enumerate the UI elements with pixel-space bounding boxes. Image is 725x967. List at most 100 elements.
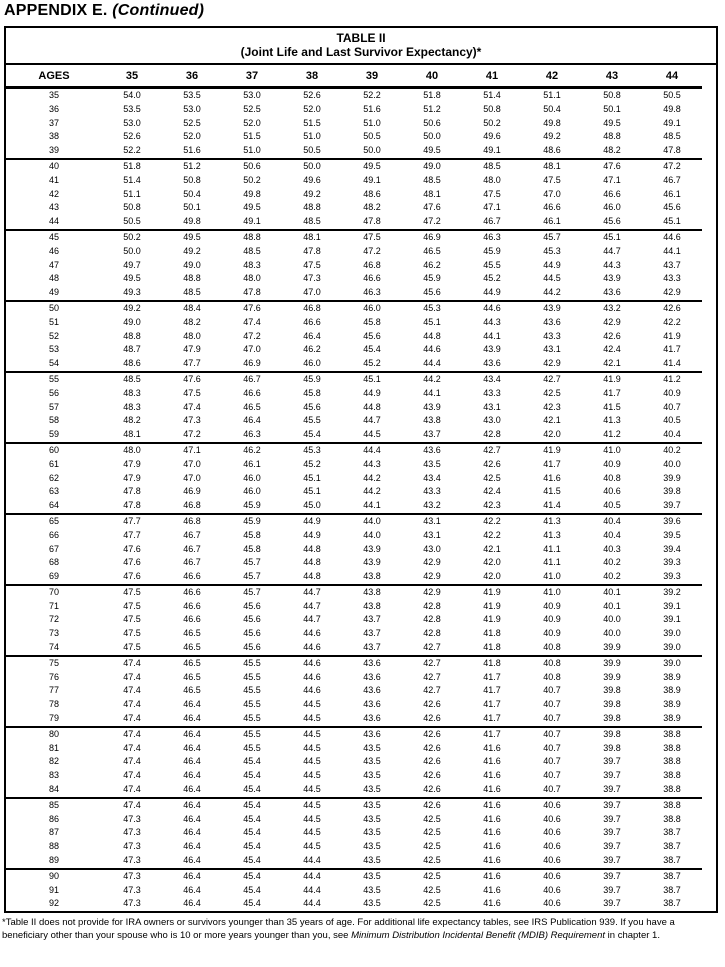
- age-cell: 38: [48, 131, 59, 142]
- value-cell: 42.0: [462, 570, 522, 586]
- value-cell: 48.8: [243, 231, 261, 242]
- age-cell: 86: [48, 813, 59, 824]
- value-cell: 52.2: [102, 144, 162, 160]
- value-cell: 49.5: [123, 273, 141, 284]
- appendix-label: APPENDIX E.: [4, 2, 108, 19]
- value-cell: 41.6: [543, 472, 561, 483]
- table-row: 60 48.0 47.1 46.2 45.3 44.4 43.6 42.7 41.9 41.0 40…: [6, 443, 716, 458]
- value-cell: 47.5: [363, 231, 381, 242]
- table-row: 86 47.3 46.4 45.4 44.5 43.5 42.5 41.6 40.6 39.7 38…: [6, 813, 716, 827]
- age-cell: 77: [48, 685, 59, 696]
- value-cell: 43.6: [543, 316, 561, 327]
- value-cell: 41.8: [462, 641, 522, 657]
- table-footnote: *Table II does not provide for IRA owner…: [2, 916, 723, 942]
- value-cell: 46.0: [363, 302, 381, 313]
- table-row: 63 47.8 46.9 46.0 45.1 44.2 43.3 42.4 41.5 40.6 39…: [6, 485, 716, 499]
- value-cell: 45.4: [222, 783, 282, 799]
- table-row: 81 47.4 46.4 45.5 44.5 43.5 42.6 41.6 40.7 39.8 38…: [6, 742, 716, 756]
- value-cell: 43.7: [363, 614, 381, 625]
- value-cell: 48.1: [543, 160, 561, 171]
- value-cell: 40.6: [543, 799, 561, 810]
- value-cell: 49.6: [303, 174, 321, 185]
- age-cell: 36: [48, 103, 59, 114]
- value-cell: 42.1: [483, 543, 501, 554]
- value-cell: 44.5: [303, 799, 321, 810]
- value-cell: 41.0: [603, 444, 621, 455]
- value-cell: 47.9: [183, 344, 201, 355]
- value-cell: 42.6: [423, 756, 441, 767]
- value-cell: 45.5: [303, 415, 321, 426]
- value-cell: 51.8: [123, 160, 141, 171]
- age-cell: 91: [48, 884, 59, 895]
- age-column-header-36: 36: [162, 65, 222, 89]
- value-cell: 49.3: [102, 286, 162, 302]
- value-cell: 45.4: [243, 799, 261, 810]
- value-cell: 42.9: [402, 570, 462, 586]
- value-cell: 48.8: [183, 273, 201, 284]
- table-row: 39 52.2 51.6 51.0 50.5 50.0 49.5 49.1 48.6 48.2 47…: [6, 144, 716, 160]
- age-cell: 90: [48, 870, 59, 881]
- table-row: 78 47.4 46.4 45.5 44.5 43.6 42.6 41.7 40.7 39.8 38…: [6, 698, 716, 712]
- value-cell: 44.8: [303, 557, 321, 568]
- value-cell: 44.5: [303, 813, 321, 824]
- value-cell: 47.4: [102, 783, 162, 799]
- value-cell: 40.9: [543, 614, 561, 625]
- value-cell: 50.0: [423, 131, 441, 142]
- value-cell: 46.6: [543, 202, 561, 213]
- appendix-heading: APPENDIX E. (Continued): [4, 2, 725, 20]
- value-cell: 50.8: [483, 103, 501, 114]
- value-cell: 46.4: [183, 813, 201, 824]
- age-cell: 54: [6, 357, 102, 373]
- age-cell: 85: [48, 799, 59, 810]
- value-cell: 45.4: [243, 898, 261, 909]
- value-cell: 45.4: [363, 344, 381, 355]
- value-cell: 48.0: [123, 444, 141, 455]
- value-cell: 44.7: [303, 614, 321, 625]
- age-cell: 42: [48, 188, 59, 199]
- value-cell: 46.3: [222, 428, 282, 444]
- value-cell: 46.0: [603, 202, 621, 213]
- age-cell: 78: [48, 699, 59, 710]
- value-cell: 49.5: [402, 144, 462, 160]
- value-cell: 41.0: [543, 586, 561, 597]
- age-cell: 62: [48, 472, 59, 483]
- value-cell: 41.5: [543, 486, 561, 497]
- value-cell: 42.5: [423, 870, 441, 881]
- table-row: 87 47.3 46.4 45.4 44.5 43.5 42.5 41.6 40.6 39.7 38…: [6, 826, 716, 840]
- age-column-header-43: 43: [582, 65, 642, 89]
- value-cell: 45.6: [582, 215, 642, 231]
- value-cell: 46.4: [162, 783, 222, 799]
- value-cell: 40.7: [543, 685, 561, 696]
- value-cell: 40.4: [603, 515, 621, 526]
- age-cell: 39: [6, 144, 102, 160]
- value-cell: 38.7: [663, 841, 681, 852]
- table-row: 66 47.7 46.7 45.8 44.9 44.0 43.1 42.2 41.3 40.4 39…: [6, 529, 716, 543]
- value-cell: 42.4: [483, 486, 501, 497]
- value-cell: 42.6: [663, 302, 681, 313]
- value-cell: 47.6: [243, 302, 261, 313]
- value-cell: 41.7: [483, 671, 501, 682]
- value-cell: 45.4: [222, 854, 282, 870]
- value-cell: 44.0: [363, 515, 381, 526]
- value-cell: 46.5: [183, 628, 201, 639]
- value-cell: 41.6: [483, 770, 501, 781]
- table-row: 40 51.8 51.2 50.6 50.0 49.5 49.0 48.5 48.1 47.6 47…: [6, 159, 716, 174]
- value-cell: 43.6: [363, 685, 381, 696]
- value-cell: 46.1: [663, 188, 681, 199]
- age-cell: 35: [48, 90, 59, 100]
- value-cell: 47.6: [183, 373, 201, 384]
- age-column-header-41: 41: [462, 65, 522, 89]
- value-cell: 45.8: [363, 316, 381, 327]
- value-cell: 52.0: [183, 131, 201, 142]
- value-cell: 44.4: [282, 854, 342, 870]
- value-cell: 42.7: [423, 671, 441, 682]
- value-cell: 46.4: [183, 827, 201, 838]
- value-cell: 44.7: [303, 586, 321, 597]
- table-row: 89 47.3 46.4 45.4 44.4 43.5 42.5 41.6 40.6 39.7 38…: [6, 854, 716, 870]
- value-cell: 43.5: [363, 898, 381, 909]
- value-cell: 43.7: [363, 628, 381, 639]
- value-cell: 46.4: [183, 742, 201, 753]
- value-cell: 47.3: [183, 415, 201, 426]
- value-cell: 45.6: [243, 614, 261, 625]
- age-cell: 58: [48, 415, 59, 426]
